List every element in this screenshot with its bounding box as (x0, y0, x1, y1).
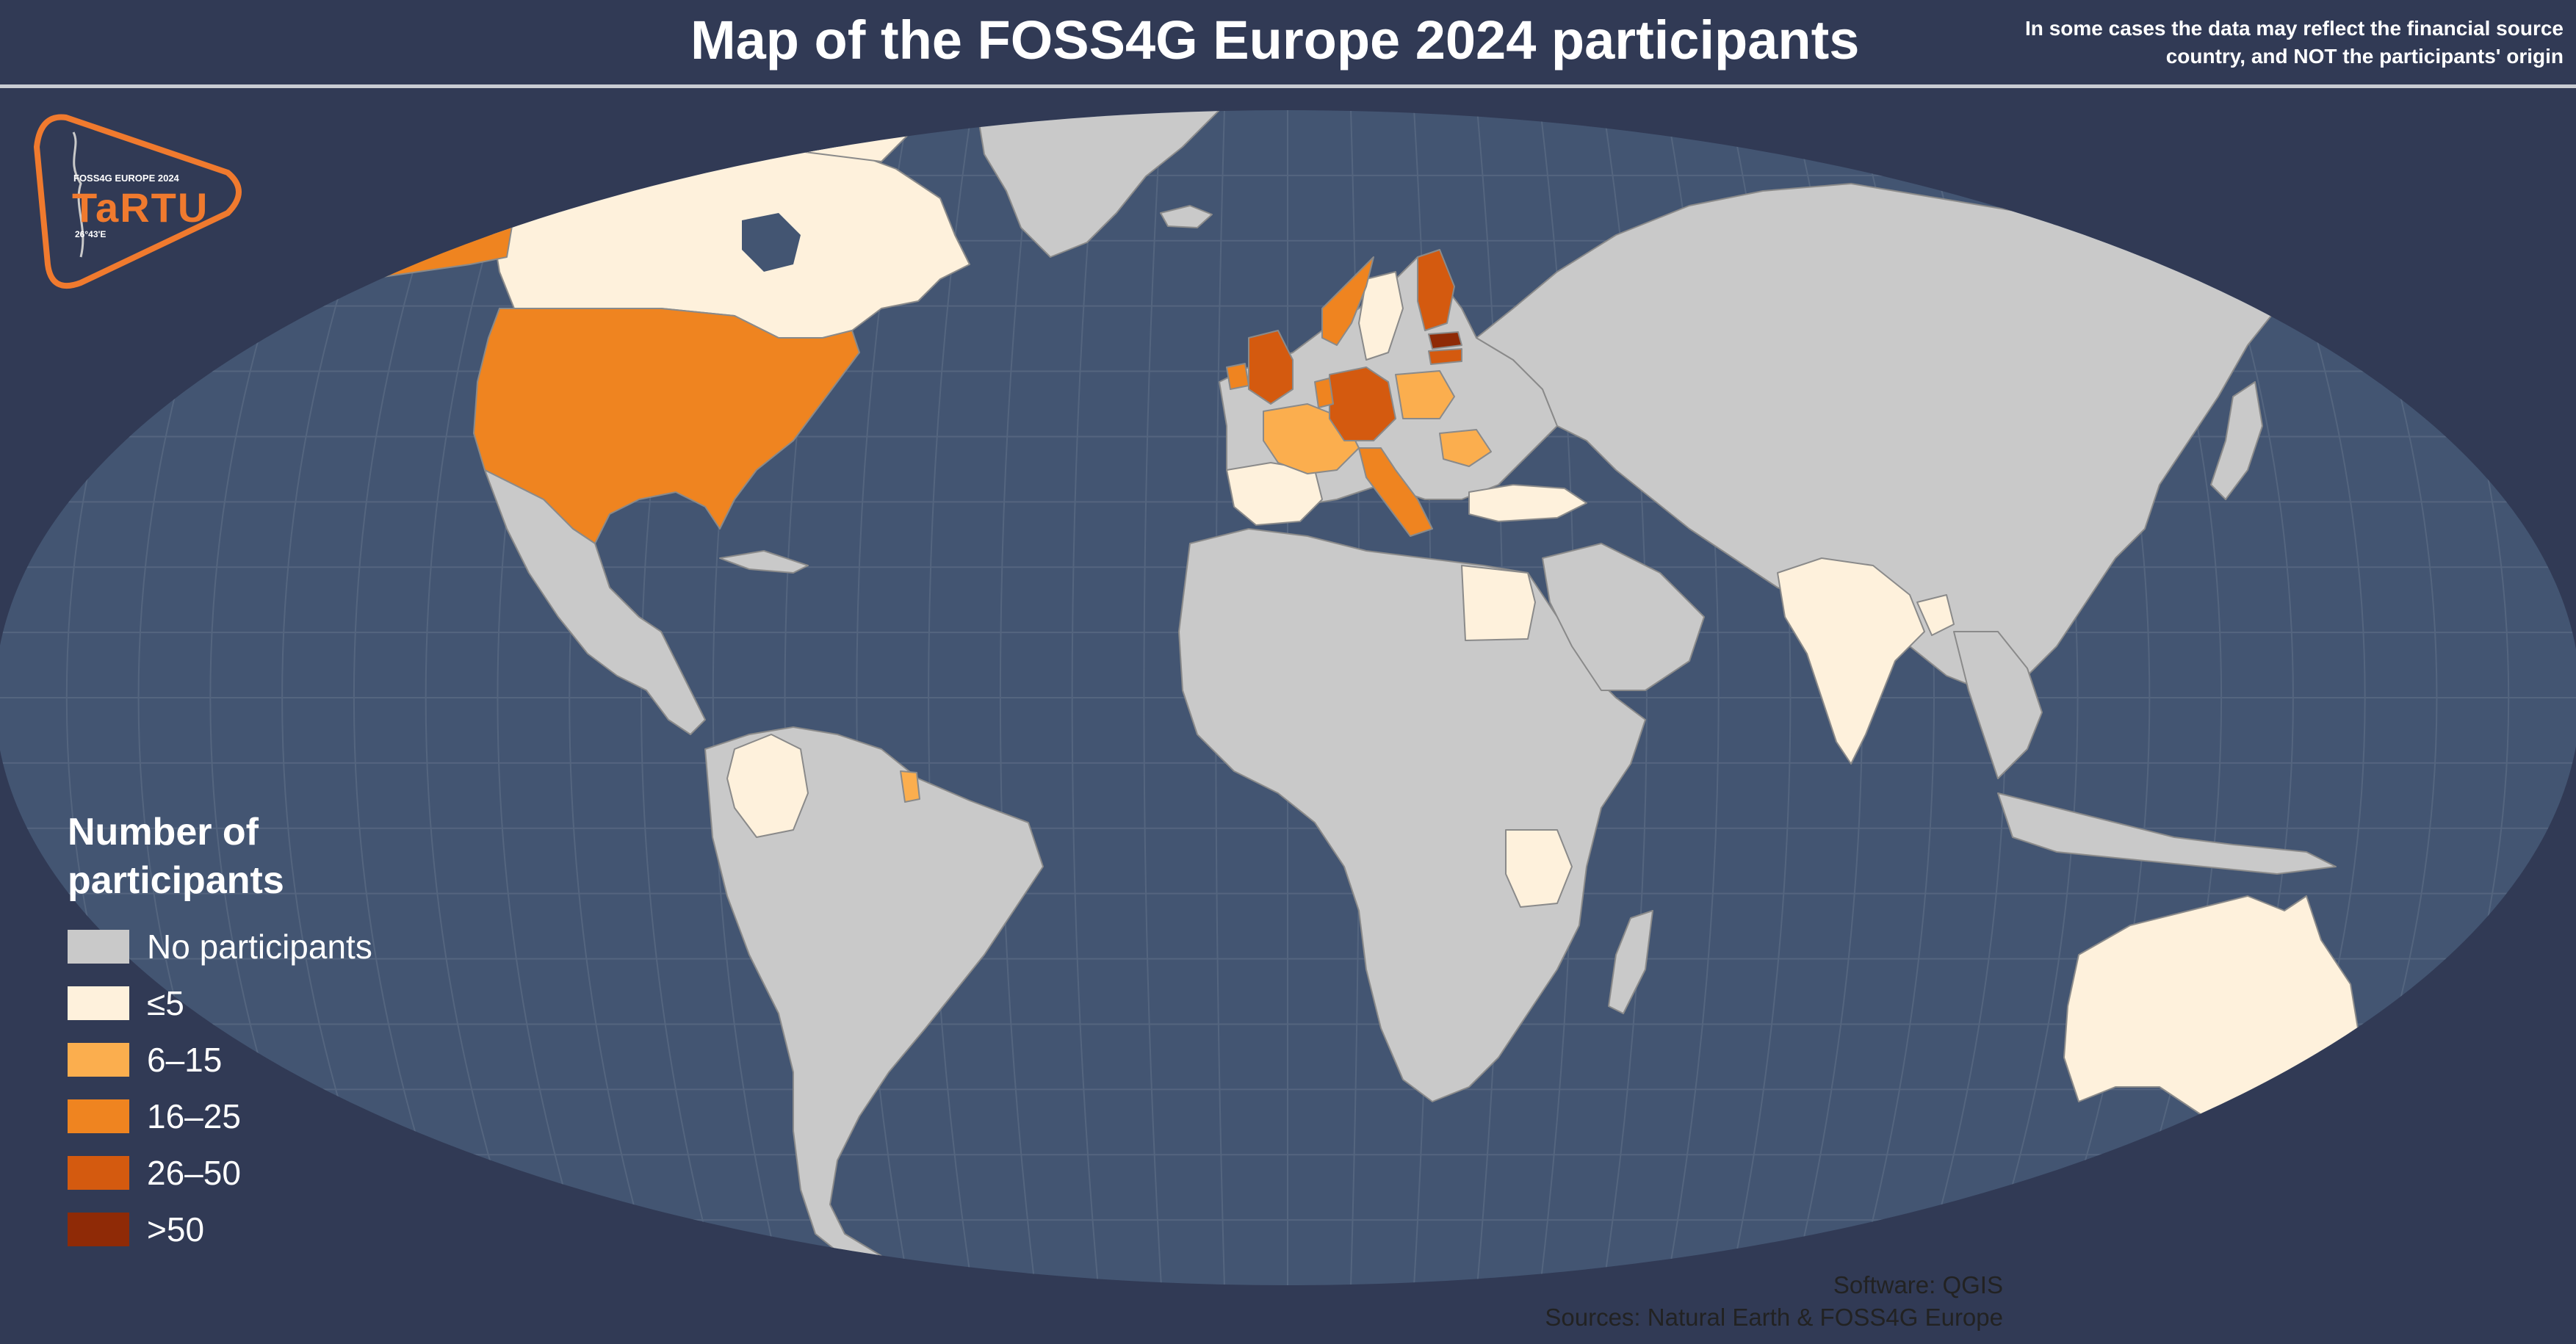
bangladesh (1916, 594, 1955, 636)
africa (1178, 528, 1646, 1102)
iceland (1160, 205, 1213, 228)
tanzania (1505, 829, 1573, 908)
map-title: Map of the FOSS4G Europe 2024 participan… (690, 10, 1860, 71)
indonesia (1997, 792, 2337, 875)
estonia (1428, 331, 1462, 350)
turkey (1468, 484, 1587, 522)
meridian-line (425, 110, 530, 1285)
antarctica (587, 1277, 2278, 1285)
legend-item: ≤5 (68, 975, 479, 1031)
logo-city: TaRTU (72, 184, 209, 231)
title-bar: Map of the FOSS4G Europe 2024 participan… (0, 0, 2576, 88)
legend-label: 6–15 (147, 1040, 223, 1079)
foss4g-europe-2024-tartu-logo (33, 114, 242, 289)
colombia (726, 734, 809, 838)
legend-swatch (68, 1042, 129, 1077)
russia-asia (1476, 183, 2278, 691)
meridian-line (353, 110, 467, 1285)
world-map (0, 110, 2576, 1285)
united-kingdom (1248, 330, 1294, 405)
india (1777, 557, 1925, 765)
italy (1358, 447, 1433, 537)
southeast-asia (1953, 631, 2043, 779)
romania (1439, 429, 1492, 467)
credits: Software: QGIS Sources: Natural Earth & … (1545, 1269, 2003, 1334)
meridian-line (928, 110, 973, 1285)
latvia (1428, 348, 1462, 365)
legend-item: 16–25 (68, 1088, 479, 1144)
legend-label: 16–25 (147, 1096, 241, 1135)
aleutians (264, 280, 353, 296)
legend-title: Number of participants (68, 811, 284, 902)
sweden (1358, 271, 1404, 361)
legend-swatch (68, 929, 129, 964)
french-guiana (900, 770, 920, 803)
mexico (484, 469, 706, 735)
cuba (719, 550, 809, 574)
legend-item: 6–15 (68, 1031, 479, 1088)
legend-item: >50 (68, 1201, 479, 1257)
legend-label: >50 (147, 1210, 205, 1249)
legend-label: ≤5 (147, 983, 184, 1022)
greenland (976, 110, 1220, 258)
legend-swatch (68, 1212, 129, 1246)
egypt (1461, 565, 1536, 641)
legend-swatch (68, 986, 129, 1020)
arctic-archipelago (660, 110, 912, 162)
tartu-map-outline-icon (72, 131, 84, 258)
netherlands (1314, 377, 1334, 408)
meridian-line (1071, 110, 1099, 1285)
ireland (1226, 363, 1249, 390)
meridian-line (999, 110, 1036, 1285)
meridian-line (1143, 110, 1162, 1285)
disclaimer-note: In some cases the data may reflect the f… (2025, 17, 2564, 68)
madagascar (1608, 910, 1653, 1014)
legend-item: 26–50 (68, 1144, 479, 1201)
logo-event-name: FOSS4G EUROPE 2024 (73, 173, 179, 184)
new-zealand (2394, 1086, 2483, 1183)
logo-coordinates: 26°43'E (75, 229, 107, 239)
legend-swatch (68, 1155, 129, 1190)
finland (1417, 249, 1455, 331)
foss4g-europe-logo: FOSS4G EUROPE 2024 TaRTU 26°43'E (29, 103, 253, 297)
legend-label: 26–50 (147, 1153, 241, 1192)
japan (2210, 381, 2263, 500)
hudson-bay (742, 213, 801, 272)
legend: Number of participants No participants ≤5… (68, 808, 479, 1257)
norway (1321, 256, 1374, 346)
spain (1226, 462, 1323, 526)
legend-label: No participants (147, 927, 372, 966)
poland (1395, 370, 1455, 419)
land (264, 110, 2483, 1285)
legend-item: No participants (68, 918, 479, 975)
germany (1329, 366, 1396, 441)
credit-software: Software: QGIS (1833, 1271, 2003, 1298)
credit-sources: Sources: Natural Earth & FOSS4G Europe (1545, 1304, 2003, 1331)
legend-swatch (68, 1099, 129, 1133)
south-america (704, 726, 1044, 1264)
arabia (1542, 543, 1705, 691)
